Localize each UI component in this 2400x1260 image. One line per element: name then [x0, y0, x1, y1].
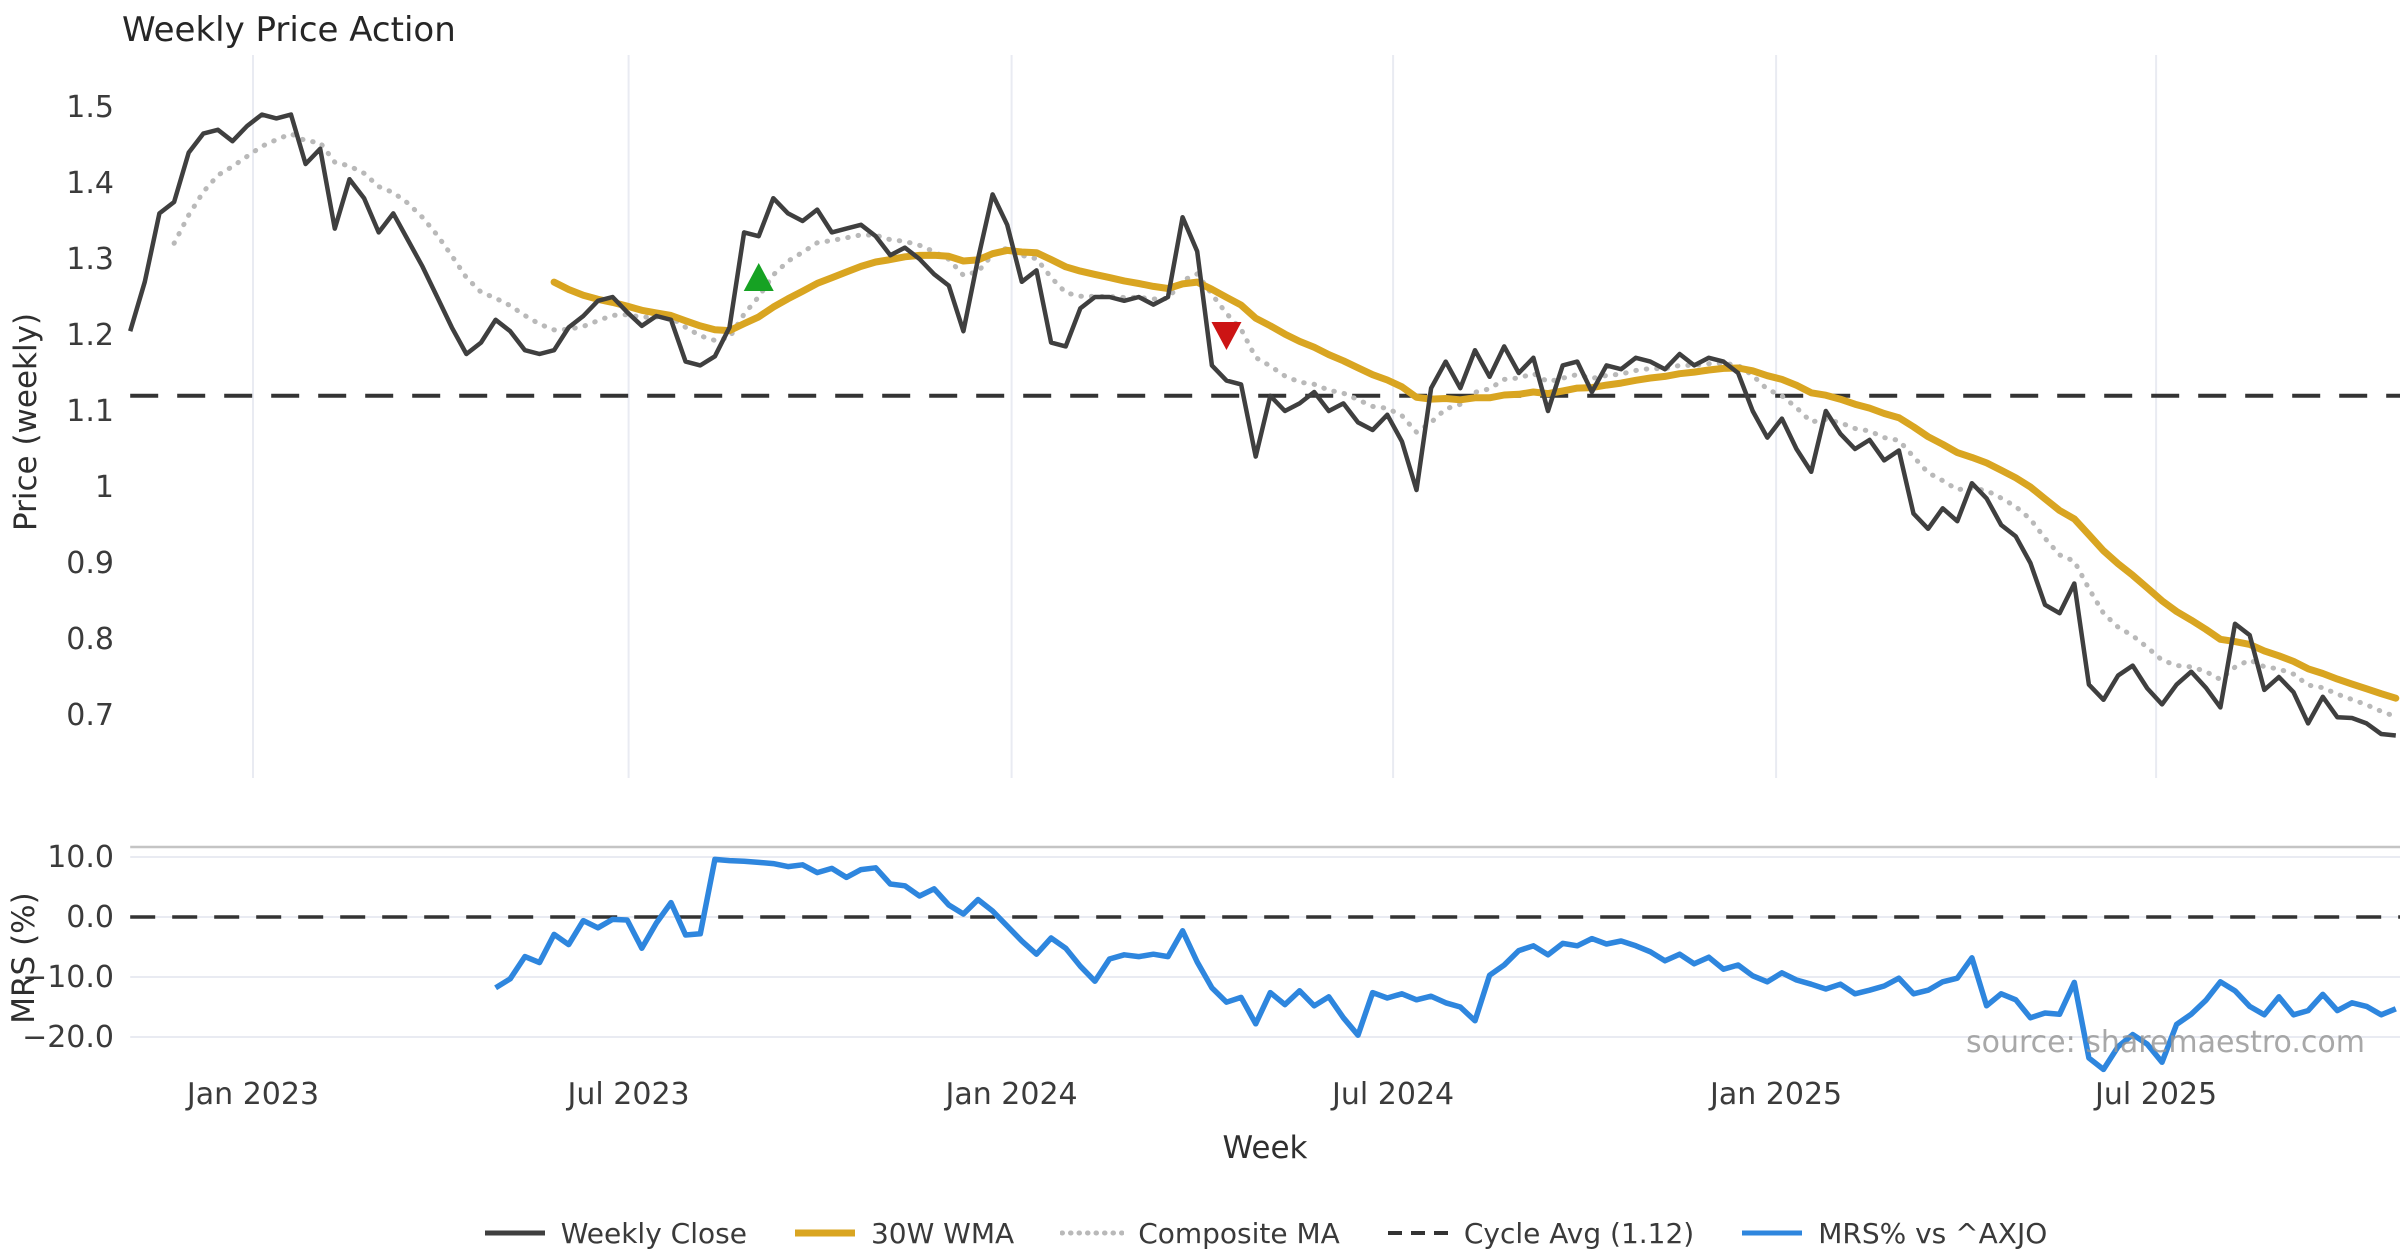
legend-item-weekly-close: Weekly Close [483, 1217, 747, 1250]
price-y-tick: 1.1 [66, 394, 114, 429]
mrs-series-line [130, 856, 2400, 1073]
price-y-tick: 0.9 [66, 546, 114, 581]
price-y-tick: 1.5 [66, 90, 114, 125]
composite-ma-line [171, 131, 2399, 720]
price-y-tick: 0.7 [66, 698, 114, 733]
legend-label: MRS% vs ^AXJO [1818, 1216, 2048, 1250]
price-series-lines [128, 112, 2400, 738]
sell-signal-marker-icon [1211, 322, 1242, 350]
composite-ma-swatch-icon [1060, 1230, 1125, 1236]
x-tick: Jul 2023 [566, 1077, 690, 1112]
legend-item-30w-wma: 30W WMA [793, 1217, 1014, 1250]
legend-item-cycle-avg: Cycle Avg (1.12) [1386, 1217, 1694, 1250]
wma-30w-line [550, 246, 2400, 702]
mrs-y-tick: −20.0 [22, 1020, 114, 1055]
x-tick: Jan 2025 [1708, 1077, 1842, 1112]
legend-item-mrs-vs-axjo: MRS% vs ^AXJO [1740, 1217, 2047, 1250]
watermark: source: sharemaestro.com [1966, 1025, 2365, 1060]
x-tick: Jan 2024 [944, 1077, 1078, 1112]
price-y-tick: 0.8 [66, 622, 114, 657]
price-y-tick: 1.4 [66, 166, 114, 201]
mrs-vs-axjo-swatch-icon [1742, 1230, 1803, 1236]
signal-markers [743, 263, 1242, 350]
legend-label: Composite MA [1138, 1216, 1340, 1250]
legend-item-composite-ma: Composite MA [1060, 1217, 1340, 1250]
price-y-tick: 1.2 [66, 318, 114, 353]
x-tick: Jul 2024 [1330, 1077, 1454, 1112]
legend-label: Cycle Avg (1.12) [1463, 1216, 1695, 1250]
legend-label: 30W WMA [870, 1216, 1015, 1250]
mrs-y-tick: 0.0 [66, 900, 114, 935]
cycle-avg-swatch-icon [1387, 1231, 1448, 1235]
chart-title: Weekly Price Action [122, 10, 456, 50]
price-y-axis-label: Price (weekly) [8, 313, 44, 531]
mrs-line [494, 856, 2397, 1073]
mrs-y-tick-labels: 10.0 0.0 −10.0 −20.0 [22, 840, 114, 1055]
buy-signal-marker-icon [743, 263, 774, 291]
price-y-tick: 1.3 [66, 242, 114, 277]
x-tick: Jul 2025 [2093, 1077, 2217, 1112]
30w-wma-swatch-icon [794, 1229, 855, 1237]
legend-label: Weekly Close [560, 1216, 747, 1250]
price-y-tick-labels: 1.5 1.4 1.3 1.2 1.1 1 0.9 0.8 0.7 [66, 90, 114, 733]
mrs-y-axis-label: MRS (%) [6, 892, 42, 1023]
price-y-tick: 1 [95, 470, 114, 505]
weekly-close-line [128, 112, 2397, 738]
legend: Weekly Close 30W WMA Composite MA Cycle Avg… [130, 1208, 2400, 1258]
price-panel-gridlines [252, 55, 2158, 778]
x-tick-labels: Jan 2023 Jul 2023 Jan 2024 Jul 2024 Jan 2025… [185, 1077, 2217, 1112]
x-axis-label: Week [1223, 1130, 1308, 1166]
mrs-y-tick: −10.0 [22, 960, 114, 995]
weekly-close-swatch-icon [484, 1230, 545, 1236]
mrs-y-tick: 10.0 [47, 840, 114, 875]
x-tick: Jan 2023 [185, 1077, 319, 1112]
